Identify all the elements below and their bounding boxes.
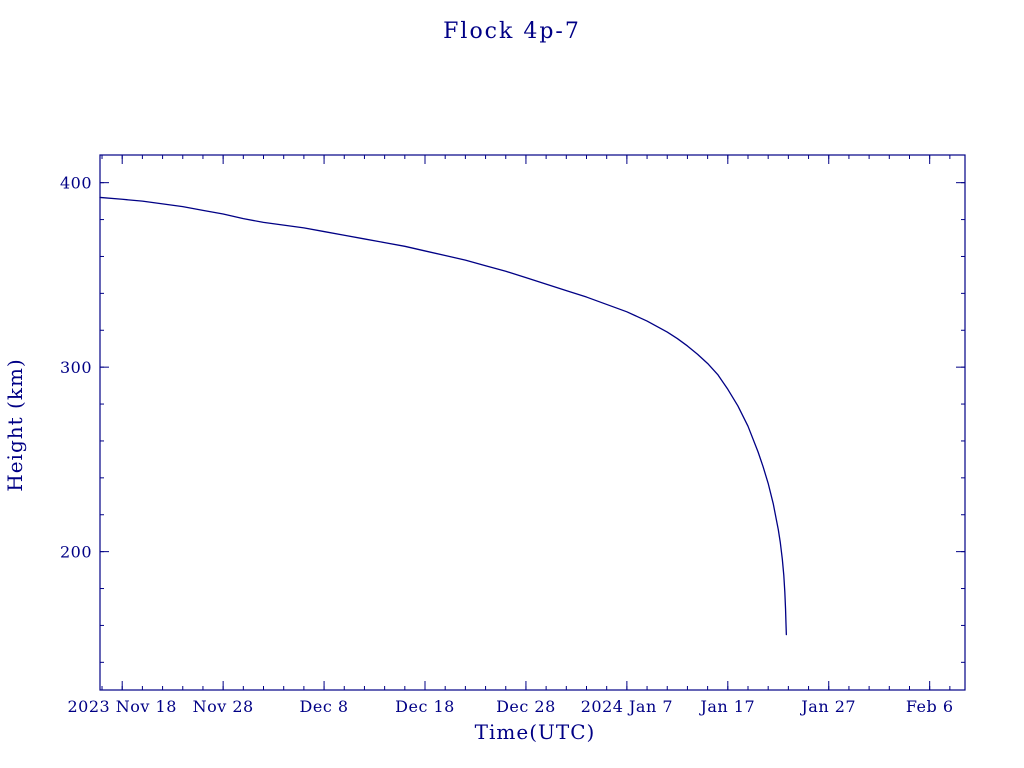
- x-tick-label: Jan 17: [698, 697, 755, 716]
- y-tick-label: 200: [60, 543, 92, 562]
- y-tick-label: 400: [60, 174, 92, 193]
- chart-title: Flock 4p-7: [443, 19, 581, 44]
- x-tick-label: 2023 Nov 18: [67, 697, 176, 716]
- x-tick-label: Dec 18: [395, 697, 455, 716]
- x-tick-label: Nov 28: [193, 697, 254, 716]
- y-tick-label: 300: [60, 358, 92, 377]
- x-tick-label: Dec 8: [300, 697, 349, 716]
- decay-curve: [99, 196, 787, 636]
- x-tick-label: Dec 28: [496, 697, 556, 716]
- x-axis-label: Time(UTC): [475, 720, 596, 744]
- x-tick-label: 2024 Jan 7: [581, 697, 673, 716]
- plot-area: 2023 Nov 18 Nov 28 Dec 8 Dec 18 Dec 28 2024 J…: [60, 154, 966, 716]
- x-tick-label: Jan 27: [799, 697, 856, 716]
- axis-frame: [99, 154, 966, 691]
- y-axis-label: Height (km): [3, 358, 27, 491]
- x-tick-label: Feb 6: [906, 697, 954, 716]
